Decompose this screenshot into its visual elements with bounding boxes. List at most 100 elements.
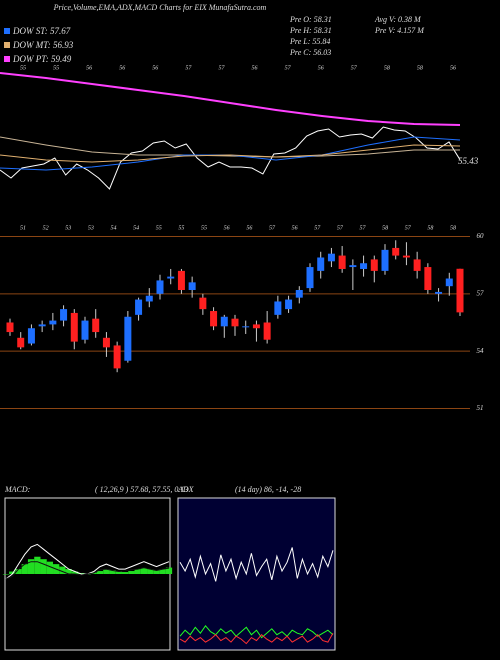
- candle-body: [102, 337, 110, 348]
- macd-bar: [27, 559, 35, 574]
- axis-note: 57: [269, 225, 276, 231]
- macd-bar: [159, 569, 166, 574]
- axis-note: 55: [201, 225, 207, 231]
- adx-subtitle: (14 day) 86, -14, -28: [235, 485, 301, 494]
- axis-note: 57: [337, 225, 344, 231]
- candle-body: [370, 259, 378, 271]
- axis-note: 56: [450, 65, 456, 71]
- candle-body: [424, 267, 432, 290]
- axis-note: 57: [285, 65, 292, 71]
- candle-body: [242, 326, 250, 328]
- candle-body: [81, 320, 89, 340]
- macd-bar: [15, 569, 22, 574]
- axis-note: 55: [156, 225, 162, 231]
- legend-swatch: [4, 28, 10, 34]
- candle-body: [435, 291, 443, 294]
- macd-bar: [21, 564, 28, 574]
- macd-bar: [140, 568, 148, 574]
- end-label: 55.43: [458, 156, 479, 166]
- axis-note: 56: [224, 225, 230, 231]
- candle-body: [413, 259, 421, 271]
- series-line: [179, 547, 334, 582]
- macd-bar: [153, 570, 160, 574]
- axis-note: 56: [318, 65, 324, 71]
- candle-body: [338, 255, 346, 269]
- series-line: [179, 624, 334, 639]
- y-tick-label: 54: [477, 347, 485, 355]
- info-text: Pre L: 55.84: [289, 37, 330, 46]
- axis-note: 53: [65, 225, 71, 231]
- axis-note: 56: [119, 65, 125, 71]
- axis-note: 56: [86, 65, 92, 71]
- candle-body: [327, 253, 335, 262]
- macd-bar: [2, 574, 10, 575]
- axis-note: 57: [359, 225, 366, 231]
- macd-title: MACD:: [4, 485, 31, 494]
- candle-body: [317, 257, 325, 271]
- candle-body: [92, 318, 100, 333]
- candle-body: [360, 263, 368, 269]
- macd-bar: [9, 571, 16, 574]
- candle-body: [231, 318, 239, 327]
- candle-body: [6, 322, 14, 333]
- candle-body: [456, 268, 464, 313]
- candle-body: [381, 249, 389, 271]
- info-text: Pre V: 4.157 M: [374, 26, 425, 35]
- candle-body: [285, 299, 293, 310]
- y-tick-label: 57: [477, 289, 485, 297]
- macd-bar: [65, 569, 72, 574]
- macd-bar: [165, 567, 173, 574]
- legend-label: DOW MT: 56.93: [12, 40, 74, 50]
- candle-body: [113, 345, 121, 369]
- axis-note: 57: [185, 65, 192, 71]
- macd-bar: [46, 561, 54, 574]
- axis-note: 58: [417, 65, 423, 71]
- candle-body: [220, 316, 228, 327]
- macd-bar: [147, 569, 154, 574]
- macd-bar: [121, 572, 129, 574]
- macd-bar: [109, 570, 116, 574]
- axis-note: 55: [53, 65, 59, 71]
- axis-note: 56: [246, 225, 252, 231]
- axis-note: 57: [351, 65, 358, 71]
- axis-note: 57: [218, 65, 225, 71]
- macd-bar: [115, 571, 122, 574]
- candle-body: [188, 282, 196, 290]
- axis-note: 53: [88, 225, 94, 231]
- axis-note: 58: [382, 225, 388, 231]
- legend-swatch: [4, 42, 10, 48]
- y-tick-label: 51: [477, 404, 484, 412]
- candle-body: [402, 255, 410, 258]
- macd-bar: [103, 569, 110, 574]
- candle-body: [295, 290, 303, 298]
- macd-bar: [34, 556, 41, 574]
- info-text: Pre H: 58.31: [289, 26, 332, 35]
- axis-note: 57: [314, 225, 321, 231]
- axis-note: 51: [20, 225, 26, 231]
- candle-body: [49, 320, 57, 325]
- legend-label: DOW PT: 59.49: [12, 54, 72, 64]
- candle-body: [60, 309, 68, 321]
- series-line: [5, 561, 170, 580]
- candle-body: [274, 301, 282, 315]
- candle-body: [199, 297, 207, 310]
- candle-body: [306, 267, 314, 289]
- axis-note: 54: [133, 224, 139, 231]
- adx-title: ADX: [177, 485, 195, 494]
- candle-body: [210, 311, 218, 327]
- info-text: Pre C: 56.03: [289, 48, 331, 57]
- candle-body: [445, 278, 453, 287]
- macd-bar: [40, 559, 47, 574]
- y-tick-label: 60: [477, 232, 485, 240]
- candle-body: [38, 324, 46, 327]
- info-text: Pre O: 58.31: [289, 15, 332, 24]
- series-line: [179, 632, 334, 645]
- axis-note: 55: [178, 225, 184, 231]
- axis-note: 56: [252, 65, 258, 71]
- axis-note: 58: [384, 65, 390, 71]
- series-line: [0, 126, 461, 190]
- macd-bar: [96, 571, 104, 574]
- candle-body: [252, 324, 260, 329]
- candle-body: [17, 337, 25, 348]
